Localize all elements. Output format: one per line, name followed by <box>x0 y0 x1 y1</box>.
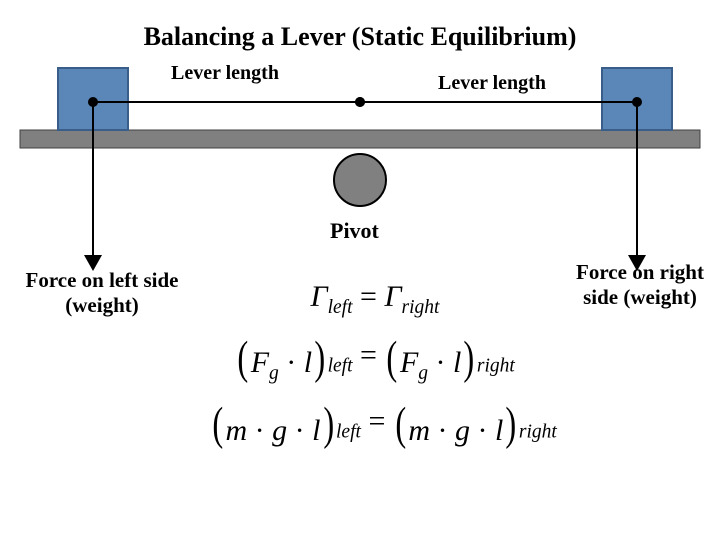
equation-line-1: (Fg · l)left = (Fg · l)right <box>210 331 540 385</box>
stage: { "title": { "text": "Balancing a Lever … <box>0 0 720 540</box>
equation-line-2: (m · g · l)left = (m · g · l)right <box>210 397 540 450</box>
lever-diagram <box>0 0 720 540</box>
equations-block: Γleft = Γright (Fg · l)left = (Fg · l)rig… <box>210 280 540 450</box>
equation-line-0: Γleft = Γright <box>210 280 540 319</box>
